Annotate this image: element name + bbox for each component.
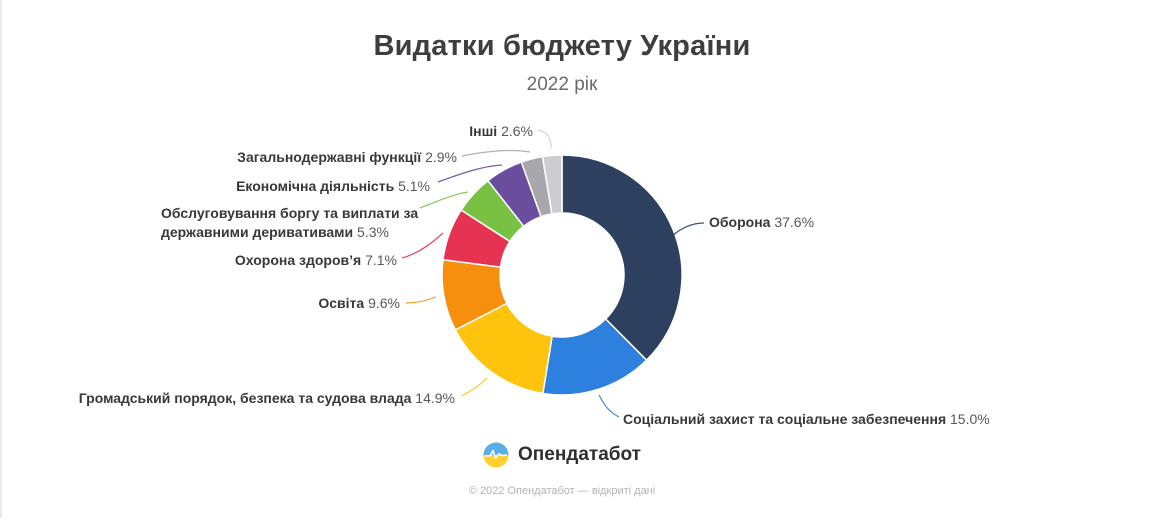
leader-line-sotsialnyi-zakhyst bbox=[598, 394, 620, 418]
slice-percent: 2.9% bbox=[425, 149, 457, 165]
slice-name: Обслуговування боргу та виплати за держа… bbox=[161, 205, 419, 240]
slice-label-okhorona-zdorovia: Охорона здоров’я 7.1% bbox=[235, 251, 397, 270]
slice-label-hromadskyi-poriadok: Громадський порядок, безпека та судова в… bbox=[79, 389, 455, 408]
slice-name: Загальнодержавні функції bbox=[237, 149, 422, 165]
slice-name: Економічна діяльність bbox=[236, 178, 395, 194]
donut-slice-inshi[interactable] bbox=[541, 154, 563, 215]
slice-label-osvita: Освіта 9.6% bbox=[318, 294, 400, 313]
slice-percent: 37.6% bbox=[774, 214, 815, 230]
slice-percent: 15.0% bbox=[950, 411, 990, 427]
slice-percent: 9.6% bbox=[368, 295, 400, 311]
donut-slices bbox=[441, 154, 683, 396]
slice-label-obsluhovuvannia-borhu: Обслуговування боргу та виплати за держа… bbox=[161, 204, 419, 242]
copyright-text: © 2022 Опендатабот — відкриті дані bbox=[468, 485, 656, 497]
slice-name: Громадський порядок, безпека та судова в… bbox=[78, 390, 412, 406]
page-title: Видатки бюджету України bbox=[373, 30, 751, 62]
page-subtitle: 2022 рік bbox=[526, 74, 598, 95]
leader-line-oborona bbox=[670, 222, 705, 238]
leader-line-obsluhovuvannia-borhu bbox=[419, 191, 469, 209]
slice-name: Оборона bbox=[709, 214, 771, 230]
slice-name: Охорона здоров’я bbox=[234, 252, 362, 268]
slice-name: Інші bbox=[469, 123, 498, 139]
leader-line-hromadskyi-poriadok bbox=[460, 377, 488, 397]
leader-line-inshi bbox=[537, 129, 552, 149]
opendatabot-logo-text: Опендатабот bbox=[518, 444, 641, 465]
leader-line-osvita bbox=[405, 296, 437, 304]
slice-percent: 5.3% bbox=[357, 224, 389, 240]
slice-name: Соціальний захист та соціальне забезпече… bbox=[623, 411, 947, 427]
slice-percent: 5.1% bbox=[398, 178, 430, 194]
slice-label-inshi: Інші 2.6% bbox=[469, 122, 533, 141]
slice-percent: 2.6% bbox=[501, 123, 533, 139]
slice-label-sotsialnyi-zakhyst: Соціальний захист та соціальне забезпече… bbox=[623, 410, 990, 429]
slice-name: Освіта bbox=[318, 295, 365, 311]
footer-logo[interactable]: Опендатабот bbox=[2, 440, 1122, 470]
leader-line-zahalnoderzhavni-funktsii bbox=[461, 149, 531, 157]
slice-label-zahalnoderzhavni-funktsii: Загальнодержавні функції 2.9% bbox=[237, 148, 457, 167]
leader-line-ekonomichna-diialnist bbox=[437, 164, 503, 183]
leader-lines bbox=[401, 129, 705, 418]
slice-percent: 7.1% bbox=[365, 252, 397, 268]
slice-label-oborona: Оборона 37.6% bbox=[709, 213, 814, 232]
slice-percent: 14.9% bbox=[415, 390, 455, 406]
opendatabot-logo-icon bbox=[483, 442, 509, 468]
donut-slice-oborona[interactable] bbox=[561, 154, 683, 361]
leader-line-okhorona-zdorovia bbox=[401, 232, 444, 259]
slice-label-ekonomichna-diialnist: Економічна діяльність 5.1% bbox=[236, 177, 430, 196]
